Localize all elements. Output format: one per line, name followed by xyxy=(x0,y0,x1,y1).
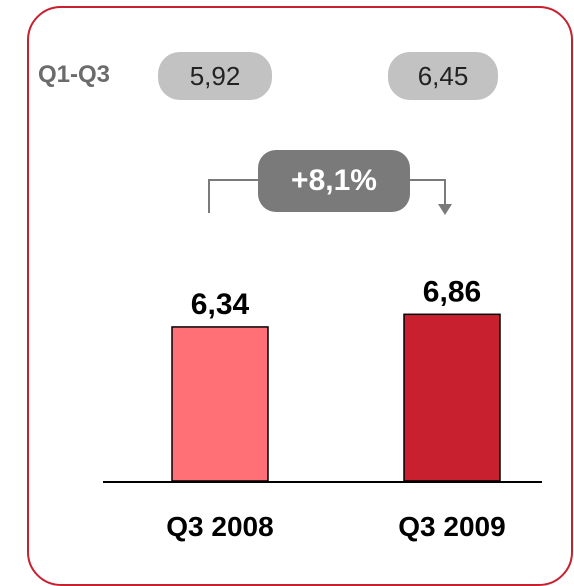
bar-q3-2008 xyxy=(171,326,269,482)
growth-connector-left xyxy=(208,179,262,213)
category-label-q3-2009: Q3 2009 xyxy=(398,511,505,542)
ytd-value-2009-badge: 6,45 xyxy=(388,52,498,100)
category-label-q3-2008: Q3 2008 xyxy=(166,511,273,542)
chart-frame xyxy=(27,6,573,586)
growth-arrow-icon xyxy=(438,204,452,215)
bar-chart: 6,34 Q3 2008 6,86 Q3 2009 xyxy=(103,179,542,542)
growth-connector-right xyxy=(406,179,446,206)
growth-badge: +8,1% xyxy=(258,150,410,212)
bars-group: 6,34 Q3 2008 6,86 Q3 2009 xyxy=(166,275,505,542)
ytd-label: Q1-Q3 xyxy=(38,61,111,88)
value-label-q3-2008: 6,34 xyxy=(191,288,250,321)
value-label-q3-2009: 6,86 xyxy=(423,275,481,308)
bar-q3-2009 xyxy=(403,313,501,482)
ytd-value-2008-badge: 5,92 xyxy=(158,52,272,100)
